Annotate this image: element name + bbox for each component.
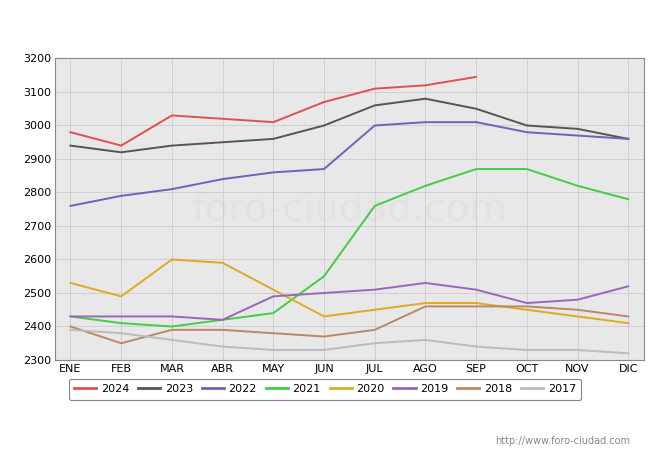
Legend: 2024, 2023, 2022, 2021, 2020, 2019, 2018, 2017: 2024, 2023, 2022, 2021, 2020, 2019, 2018… [68,379,582,400]
Text: foro-ciudad.com: foro-ciudad.com [191,190,508,228]
Text: http://www.foro-ciudad.com: http://www.foro-ciudad.com [495,436,630,446]
Text: Afiliados en Cerceda a 30/9/2024: Afiliados en Cerceda a 30/9/2024 [187,11,463,29]
